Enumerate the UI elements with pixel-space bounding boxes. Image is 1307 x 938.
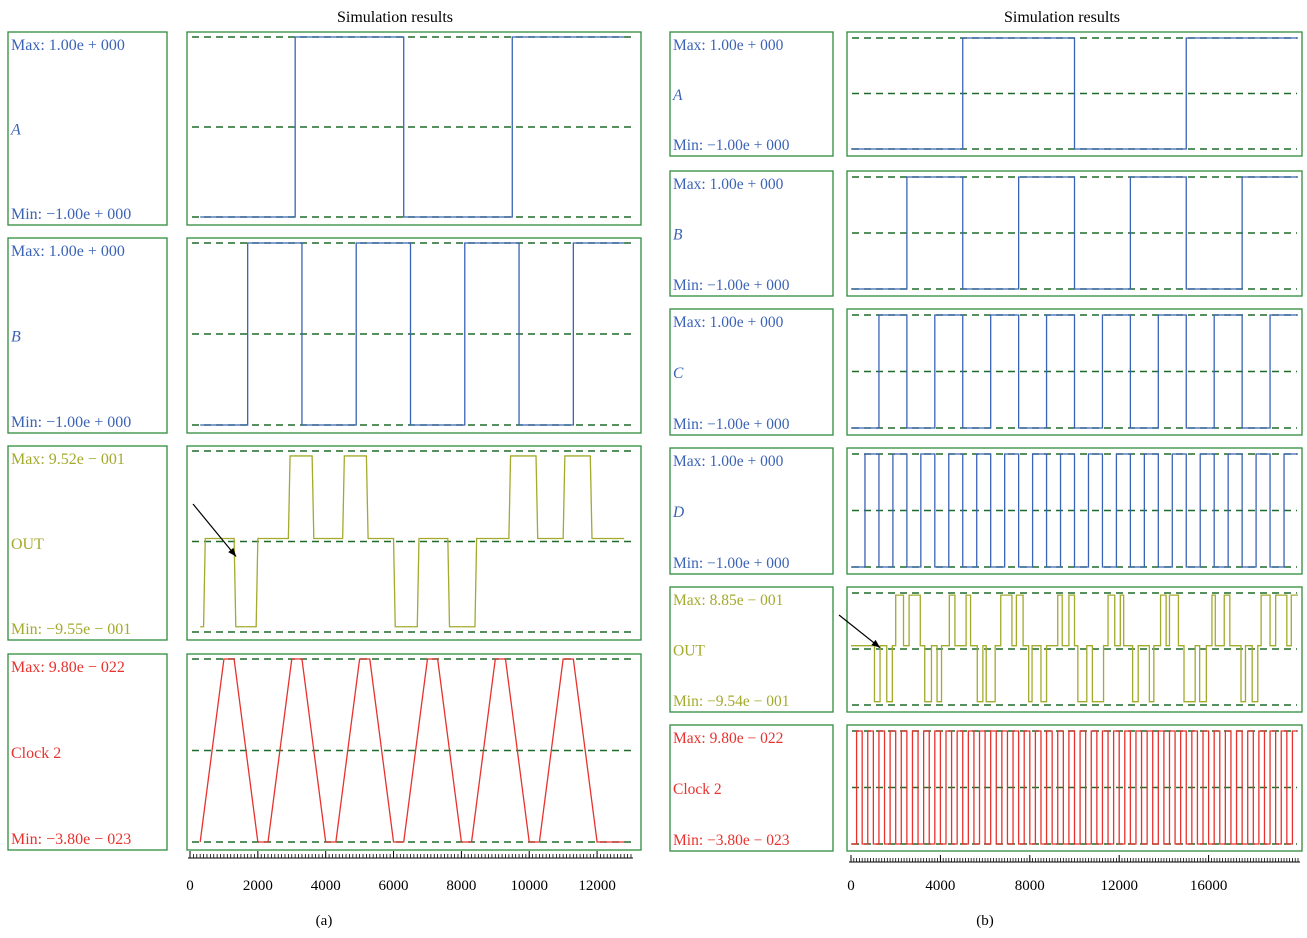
max-label-a-a: Max: 1.00e + 000: [11, 37, 125, 54]
trace-name-b-out: OUT: [673, 643, 705, 660]
min-label-a-b: Min: −1.00e + 000: [11, 414, 131, 431]
panel-b-title: Simulation results: [1004, 9, 1120, 26]
x-tick-label: 8000: [446, 878, 476, 894]
label-box-a-out: [7, 445, 168, 641]
min-label-b-b: Min: −1.00e + 000: [673, 277, 790, 294]
x-tick-label: 12000: [578, 878, 616, 894]
waveform-b-a: [851, 37, 1298, 150]
panel-a-title: Simulation results: [337, 9, 453, 26]
plot-box-b-clock-2: [846, 724, 1303, 852]
x-tick-label: 0: [847, 878, 855, 894]
x-tick-label: 8000: [1015, 878, 1045, 894]
max-label-a-clock-2: Max: 9.80e − 022: [11, 659, 125, 676]
label-box-b-d: [669, 447, 834, 575]
label-box-a-a: [7, 31, 168, 226]
min-label-b-c: Min: −1.00e + 000: [673, 416, 790, 433]
min-label-b-clock-2: Min: −3.80e − 023: [673, 832, 790, 849]
x-tick-label: 2000: [243, 878, 273, 894]
min-label-a-out: Min: −9.55e − 001: [11, 621, 131, 638]
trace-name-b-b: B: [673, 227, 683, 244]
x-tick-label: 12000: [1100, 878, 1138, 894]
label-box-b-a: [669, 31, 834, 157]
panel-b-caption: (b): [976, 913, 994, 929]
plot-box-a-b: [186, 237, 642, 434]
trace-name-b-d: D: [672, 504, 684, 521]
annotation-arrow-a-out: [192, 503, 237, 557]
label-box-b-clock-2: [669, 724, 834, 852]
waveform-a-a: [200, 36, 625, 218]
plot-box-b-b: [846, 170, 1303, 297]
plot-box-a-a: [186, 31, 642, 226]
panel-b: Max: 1.00e + 000 A Min: −1.00e + 000 Max: 1…: [669, 31, 1303, 894]
waveform-b-b: [851, 176, 1298, 290]
x-tick-label: 0: [186, 878, 194, 894]
waveform-b-clock-2: [851, 730, 1298, 845]
min-label-b-a: Min: −1.00e + 000: [673, 137, 790, 154]
x-tick-label: 4000: [311, 878, 341, 894]
min-label-b-d: Min: −1.00e + 000: [673, 555, 790, 572]
panel-a: Max: 1.00e + 000 A Min: −1.00e + 000 Max: 1…: [7, 31, 642, 894]
label-box-a-b: [7, 237, 168, 434]
waveform-b-c: [851, 314, 1298, 429]
panel-a-caption: (a): [316, 913, 333, 929]
label-box-b-b: [669, 170, 834, 297]
max-label-a-out: Max: 9.52e − 001: [11, 451, 125, 468]
max-label-b-b: Max: 1.00e + 000: [673, 176, 784, 193]
plot-box-b-c: [846, 308, 1303, 436]
plot-box-b-d: [846, 447, 1303, 575]
annotation-arrow-b-out: [838, 614, 881, 649]
min-label-a-clock-2: Min: −3.80e − 023: [11, 831, 131, 848]
min-label-a-a: Min: −1.00e + 000: [11, 206, 131, 223]
trace-name-a-a: A: [10, 122, 21, 139]
max-label-b-clock-2: Max: 9.80e − 022: [673, 730, 783, 747]
trace-name-b-a: A: [672, 87, 683, 104]
max-label-b-out: Max: 8.85e − 001: [673, 592, 783, 609]
trace-name-a-b: B: [11, 329, 21, 346]
waveform-a-clock-2: [199, 658, 625, 843]
label-box-a-clock-2: [7, 653, 168, 851]
plot-box-b-a: [846, 31, 1303, 157]
trace-name-a-clock-2: Clock 2: [11, 745, 61, 762]
trace-name-a-out: OUT: [11, 536, 44, 553]
annotation-arrowhead-a-out: [228, 547, 237, 557]
max-label-a-b: Max: 1.00e + 000: [11, 243, 125, 260]
plot-box-a-clock-2: [186, 653, 642, 851]
x-tick-label: 16000: [1190, 878, 1228, 894]
min-label-b-out: Min: −9.54e − 001: [673, 693, 790, 710]
waveform-a-b: [200, 242, 625, 426]
trace-name-b-clock-2: Clock 2: [673, 781, 722, 798]
waveform-b-d: [851, 453, 1298, 568]
plot-box-b-out: [846, 586, 1303, 713]
label-box-b-out: [669, 586, 834, 713]
max-label-b-a: Max: 1.00e + 000: [673, 37, 784, 54]
annotation-arrowhead-b-out: [871, 639, 881, 648]
plot-box-a-out: [186, 445, 642, 641]
x-tick-label: 4000: [925, 878, 955, 894]
label-box-b-c: [669, 308, 834, 436]
trace-name-b-c: C: [673, 365, 684, 382]
waveform-a-out: [200, 455, 625, 628]
max-label-b-c: Max: 1.00e + 000: [673, 314, 784, 331]
waveform-b-out: [851, 594, 1298, 703]
x-tick-label: 10000: [510, 878, 548, 894]
x-tick-label: 6000: [379, 878, 409, 894]
max-label-b-d: Max: 1.00e + 000: [673, 453, 784, 470]
